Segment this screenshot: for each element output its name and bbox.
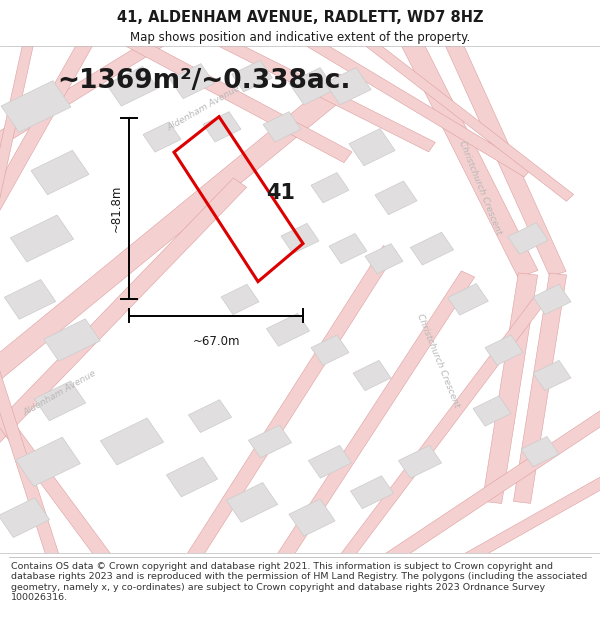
Polygon shape <box>365 244 403 274</box>
Polygon shape <box>349 129 395 166</box>
Polygon shape <box>281 223 319 254</box>
Text: Aldenham Avenue: Aldenham Avenue <box>166 84 242 132</box>
Polygon shape <box>355 406 600 584</box>
Polygon shape <box>0 498 50 538</box>
Polygon shape <box>263 112 301 142</box>
Polygon shape <box>311 335 349 365</box>
Polygon shape <box>308 446 352 478</box>
Polygon shape <box>221 284 259 314</box>
Polygon shape <box>311 173 349 203</box>
Polygon shape <box>353 361 391 391</box>
Text: ~81.8m: ~81.8m <box>109 185 122 232</box>
Polygon shape <box>263 271 475 582</box>
Polygon shape <box>1 81 71 132</box>
Polygon shape <box>410 232 454 265</box>
Polygon shape <box>248 425 292 458</box>
Polygon shape <box>521 436 559 467</box>
Polygon shape <box>0 34 35 311</box>
Polygon shape <box>356 32 574 201</box>
Polygon shape <box>170 64 214 99</box>
Polygon shape <box>485 335 523 365</box>
Polygon shape <box>266 313 310 346</box>
Polygon shape <box>232 60 272 92</box>
Polygon shape <box>100 418 164 465</box>
Text: Christchurch Crescent: Christchurch Crescent <box>457 139 503 236</box>
Polygon shape <box>0 298 66 580</box>
Polygon shape <box>296 31 532 177</box>
Polygon shape <box>166 457 218 497</box>
Polygon shape <box>448 284 488 315</box>
Polygon shape <box>0 178 247 466</box>
Polygon shape <box>289 499 335 536</box>
Text: Aldenham Avenue: Aldenham Avenue <box>22 369 98 418</box>
Polygon shape <box>375 181 417 215</box>
Text: 41: 41 <box>266 183 295 203</box>
Polygon shape <box>325 68 371 105</box>
Polygon shape <box>350 476 394 509</box>
Polygon shape <box>329 234 367 264</box>
Polygon shape <box>533 284 571 314</box>
Polygon shape <box>173 246 397 581</box>
Text: Contains OS data © Crown copyright and database right 2021. This information is : Contains OS data © Crown copyright and d… <box>11 562 587 602</box>
Polygon shape <box>4 279 56 319</box>
Polygon shape <box>0 74 356 398</box>
Polygon shape <box>31 150 89 195</box>
Text: ~1369m²/~0.338ac.: ~1369m²/~0.338ac. <box>57 68 350 94</box>
Polygon shape <box>0 30 172 162</box>
Polygon shape <box>398 32 538 278</box>
Polygon shape <box>428 472 600 583</box>
Polygon shape <box>442 33 566 277</box>
Polygon shape <box>143 122 181 152</box>
Polygon shape <box>508 222 548 254</box>
Polygon shape <box>106 66 158 106</box>
Text: Map shows position and indicative extent of the property.: Map shows position and indicative extent… <box>130 31 470 44</box>
Polygon shape <box>325 296 545 581</box>
Polygon shape <box>514 273 566 503</box>
Polygon shape <box>0 372 127 582</box>
Text: 41, ALDENHAM AVENUE, RADLETT, WD7 8HZ: 41, ALDENHAM AVENUE, RADLETT, WD7 8HZ <box>117 10 483 25</box>
Polygon shape <box>116 30 352 162</box>
Polygon shape <box>0 32 97 251</box>
Polygon shape <box>16 437 80 486</box>
Polygon shape <box>473 396 511 426</box>
Polygon shape <box>44 319 100 361</box>
Polygon shape <box>206 31 436 152</box>
Polygon shape <box>289 68 335 105</box>
Text: ~67.0m: ~67.0m <box>192 335 240 348</box>
Polygon shape <box>533 361 571 391</box>
Polygon shape <box>398 446 442 478</box>
Text: Christchurch Crescent: Christchurch Crescent <box>415 312 461 409</box>
Polygon shape <box>203 112 241 142</box>
Polygon shape <box>10 215 74 262</box>
Polygon shape <box>482 273 538 504</box>
Polygon shape <box>34 381 86 421</box>
Polygon shape <box>188 400 232 432</box>
Polygon shape <box>226 482 278 522</box>
